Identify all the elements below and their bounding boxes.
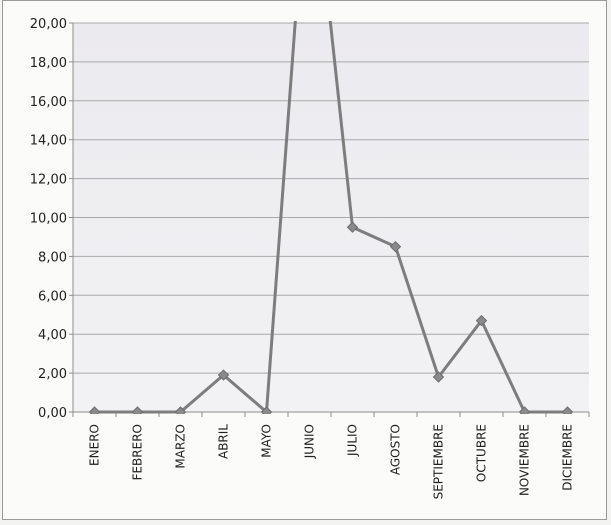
- x-tick-label: MARZO: [174, 424, 188, 469]
- data-point: [174, 406, 187, 414]
- data-point: [518, 406, 531, 414]
- x-tick-label: ENERO: [88, 424, 102, 466]
- y-tick-label: 10,00: [30, 212, 67, 227]
- x-tick-label: OCTUBRE: [475, 424, 489, 482]
- series-group: [88, 21, 574, 414]
- x-tick-label: AGOSTO: [389, 424, 403, 475]
- y-tick-label: 8,00: [38, 250, 67, 265]
- y-tick-label: 6,00: [38, 289, 67, 304]
- y-tick-label: 20,00: [30, 17, 67, 32]
- x-tick-label: JULIO: [346, 424, 360, 457]
- y-tick-label: 16,00: [30, 95, 67, 110]
- y-tick-label: 4,00: [38, 328, 67, 343]
- y-tick-label: 0,00: [38, 406, 67, 421]
- data-point: [346, 221, 359, 233]
- y-tick-label: 2,00: [38, 367, 67, 382]
- y-tick-label: 18,00: [30, 56, 67, 71]
- data-point: [88, 406, 101, 414]
- y-tick-label: 12,00: [30, 173, 67, 188]
- x-tick-label: MAYO: [260, 424, 274, 458]
- x-tick-label: JUNIO: [303, 424, 317, 459]
- x-tick-label: SEPTIEMBRE: [432, 424, 446, 499]
- y-tick-label: 14,00: [30, 134, 67, 149]
- x-tick-label: FEBRERO: [131, 424, 145, 480]
- line-chart: 0,00 2,00 4,00 6,00 8,00 10,00 12,00 14,00 16,00…: [30, 17, 590, 499]
- x-tick-label: NOVIEMBRE: [518, 424, 532, 496]
- data-point: [432, 371, 445, 383]
- data-point: [561, 406, 574, 414]
- data-point: [389, 240, 402, 253]
- data-point: [131, 406, 144, 414]
- data-point: [475, 314, 488, 327]
- data-point: [260, 406, 273, 414]
- x-tick-label: ABRIL: [217, 424, 231, 459]
- x-tick-label: DICIEMBRE: [561, 424, 575, 491]
- series-line: [94, 21, 568, 414]
- data-point: [217, 369, 230, 381]
